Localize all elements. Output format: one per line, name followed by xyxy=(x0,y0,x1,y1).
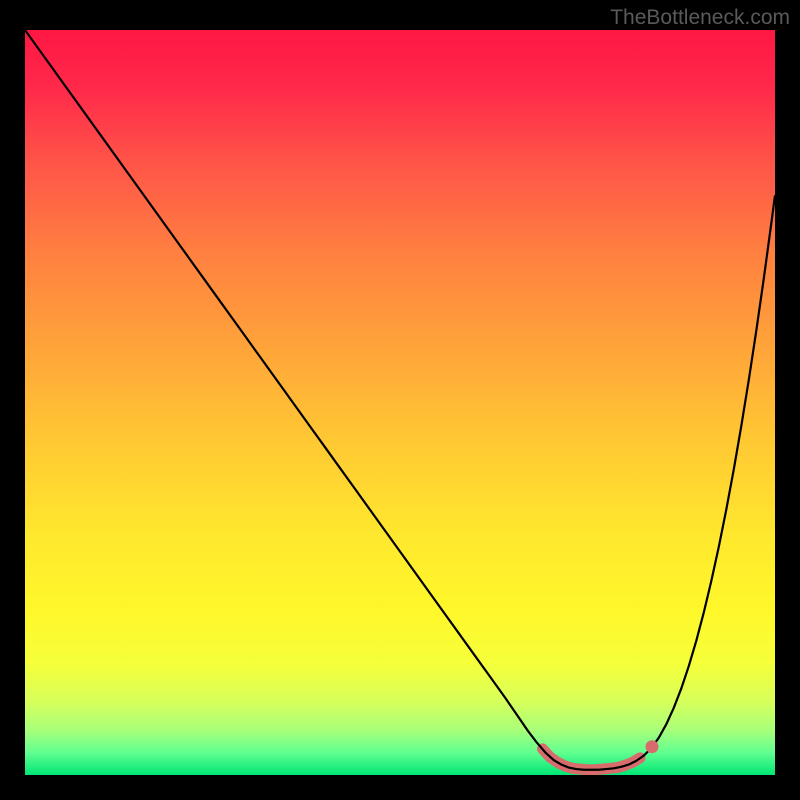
chart-plot-area xyxy=(25,30,775,775)
watermark-text: TheBottleneck.com xyxy=(610,6,790,30)
chart-curve-layer xyxy=(25,30,775,775)
chart-curve xyxy=(25,30,775,770)
chart-end-marker xyxy=(646,740,659,753)
